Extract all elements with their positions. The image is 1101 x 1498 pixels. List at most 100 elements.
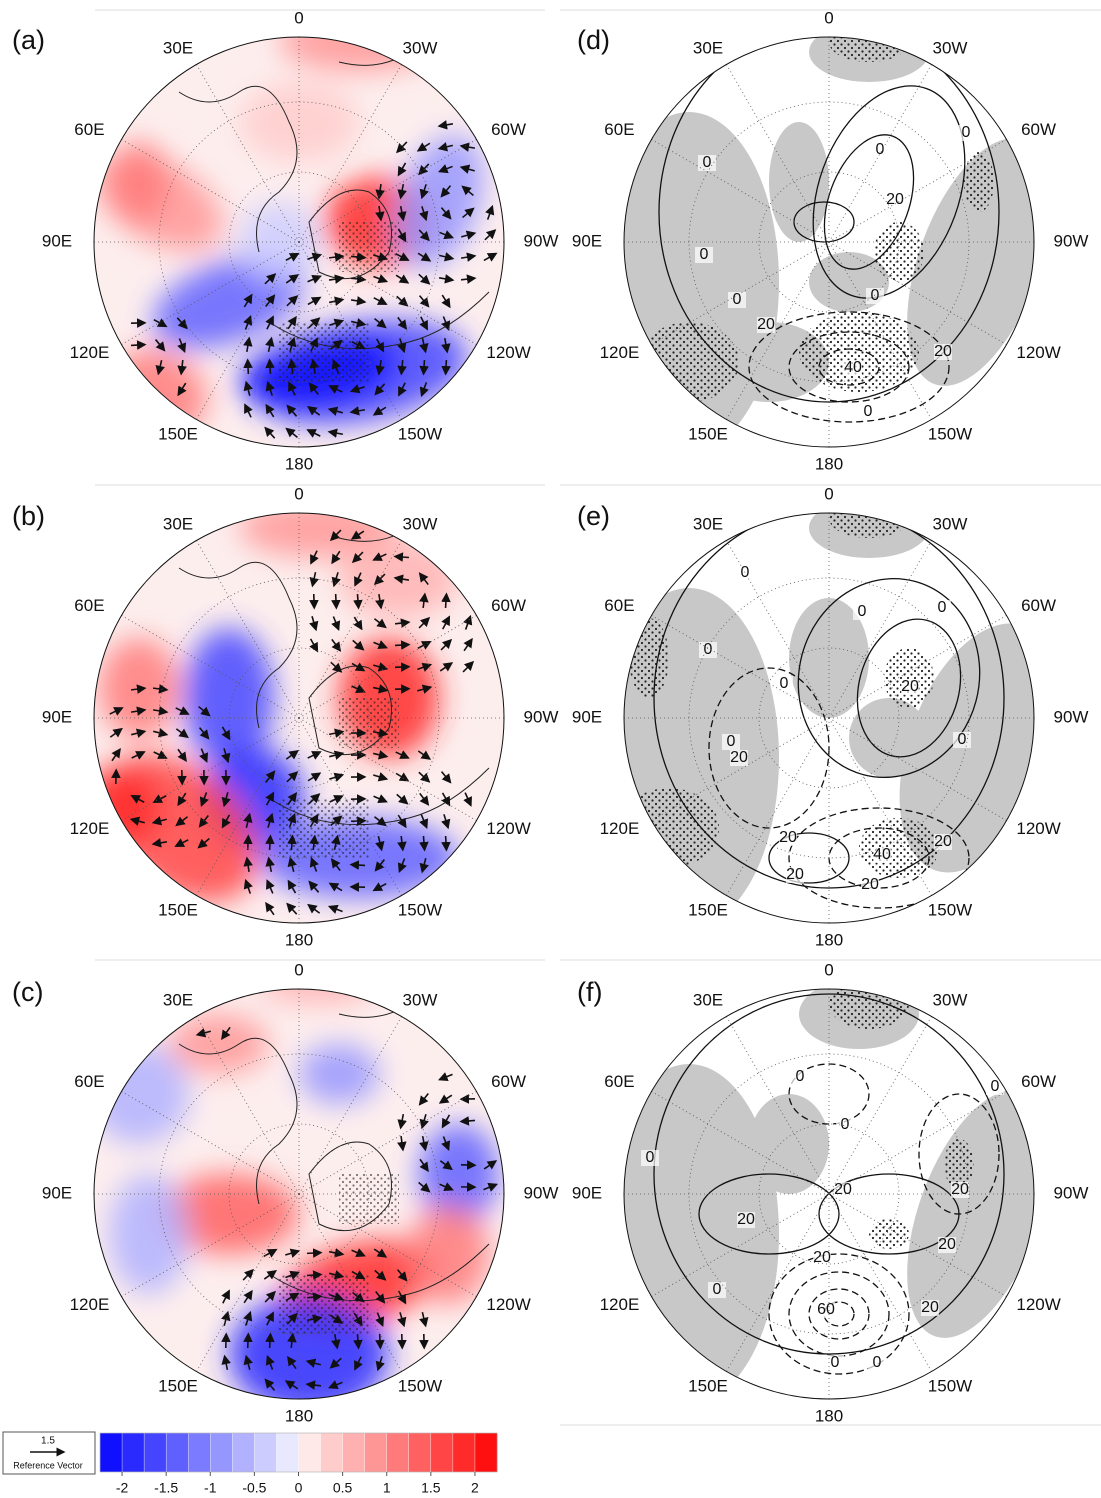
wind-arrow: [177, 748, 187, 763]
wind-arrow: [221, 726, 231, 741]
stipple: [859, 818, 939, 878]
contour-label-bg: [708, 1282, 726, 1298]
wind-arrow: [287, 315, 297, 330]
wind-arrow: [418, 771, 431, 783]
wind-arrow: [285, 252, 300, 262]
wind-arrow: [131, 728, 147, 738]
colorbar-bin: [298, 1432, 322, 1473]
wind-arrow: [372, 684, 389, 694]
wind-arrow: [419, 1135, 429, 1152]
wind-arrow: [459, 142, 476, 152]
wind-arrow: [310, 550, 319, 565]
panel-label: (e): [577, 501, 610, 531]
wind-arrow: [373, 640, 388, 650]
wind-arrow: [286, 295, 299, 307]
wind-arrow: [287, 792, 298, 806]
wind-arrow: [395, 750, 410, 759]
longitude-label: 150W: [398, 1377, 442, 1396]
wind-arrow: [306, 1270, 323, 1280]
longitude-label: 60E: [604, 596, 634, 615]
contour-label: 40: [844, 359, 862, 376]
contour-label: 0: [864, 403, 873, 420]
stipple: [339, 1174, 399, 1224]
wind-arrow: [350, 816, 367, 826]
colorbar-tick-label: 1: [383, 1480, 391, 1496]
map-border: [93, 512, 505, 924]
wind-arrow: [393, 552, 410, 562]
wind-arrow: [351, 684, 366, 693]
wind-arrow: [177, 792, 187, 807]
contour-label-bg: [886, 192, 904, 208]
contour-label: 0: [700, 246, 709, 263]
wind-arrow: [351, 340, 366, 350]
wind-arrow: [397, 228, 407, 243]
contour-line: [918, 1093, 1000, 1215]
wind-arrow: [305, 1358, 321, 1368]
wind-arrow: [243, 1332, 253, 1349]
longitude-label: 150W: [398, 901, 442, 920]
wind-arrow: [307, 296, 322, 306]
wind-arrow: [153, 318, 168, 328]
latitude-circle: [758, 1123, 900, 1265]
colorbar-tick-label: 2: [471, 1480, 479, 1496]
wind-arrow: [307, 406, 321, 416]
wind-arrow: [329, 750, 345, 760]
wind-arrow: [265, 294, 276, 308]
wind-arrow: [328, 296, 345, 306]
wind-arrow: [397, 205, 407, 222]
wind-arrow: [351, 1270, 366, 1280]
stipple: [829, 513, 909, 538]
wind-arrow: [373, 772, 389, 782]
contour-label-bg: [951, 1182, 969, 1198]
longitude-label: 60W: [1021, 596, 1056, 615]
wind-arrow: [243, 1354, 253, 1370]
map-body: [94, 37, 504, 447]
wind-arrow: [174, 838, 189, 847]
wind-arrow: [329, 795, 344, 804]
longitude-label: 120W: [1016, 343, 1060, 362]
wind-arrow: [373, 573, 386, 586]
wind-arrow: [243, 293, 253, 308]
longitude-label: 30W: [933, 514, 968, 533]
wind-arrow: [329, 339, 343, 350]
wind-arrow: [243, 358, 253, 375]
wind-arrow: [199, 792, 209, 808]
wind-arrow: [441, 337, 451, 354]
contour-label-bg: [698, 155, 716, 171]
longitude-label: 150E: [688, 425, 728, 444]
wind-arrow: [350, 274, 367, 284]
wind-arrow: [307, 274, 322, 284]
longitude-label: 150W: [398, 425, 442, 444]
wind-arrow: [439, 662, 454, 672]
panel-label: (d): [577, 25, 610, 55]
wind-arrow: [151, 838, 168, 848]
wind-arrow: [419, 359, 429, 376]
contour-label: 20: [861, 876, 879, 893]
map-border: [623, 988, 1035, 1400]
colorbar-bin: [165, 1432, 189, 1473]
shading-blob: [409, 1204, 489, 1304]
longitude-label: 120W: [1016, 819, 1060, 838]
wind-arrow: [439, 1182, 454, 1192]
stipple: [279, 322, 369, 382]
wind-arrow: [329, 1357, 342, 1369]
longitude-label: 60E: [74, 1072, 104, 1091]
contour-label-bg: [722, 734, 740, 750]
contour-label-bg: [737, 1212, 755, 1228]
longitude-label: 120W: [486, 819, 530, 838]
contour-label: 0: [873, 1354, 882, 1371]
colorbar-bin: [430, 1432, 454, 1473]
wind-arrow: [264, 426, 276, 439]
wind-arrow: [417, 662, 433, 672]
wind-arrow: [460, 252, 477, 262]
wind-arrow: [221, 1026, 231, 1041]
colorbar-bin: [276, 1432, 300, 1473]
longitude-label: 180: [815, 930, 843, 949]
longitude-label: 0: [294, 960, 303, 979]
wind-arrow: [221, 1354, 231, 1371]
contour-label-bg: [873, 847, 891, 863]
wind-arrow: [397, 1333, 407, 1350]
wind-arrow: [395, 274, 410, 284]
wind-arrow: [265, 380, 275, 396]
panel-label: (b): [12, 501, 45, 531]
